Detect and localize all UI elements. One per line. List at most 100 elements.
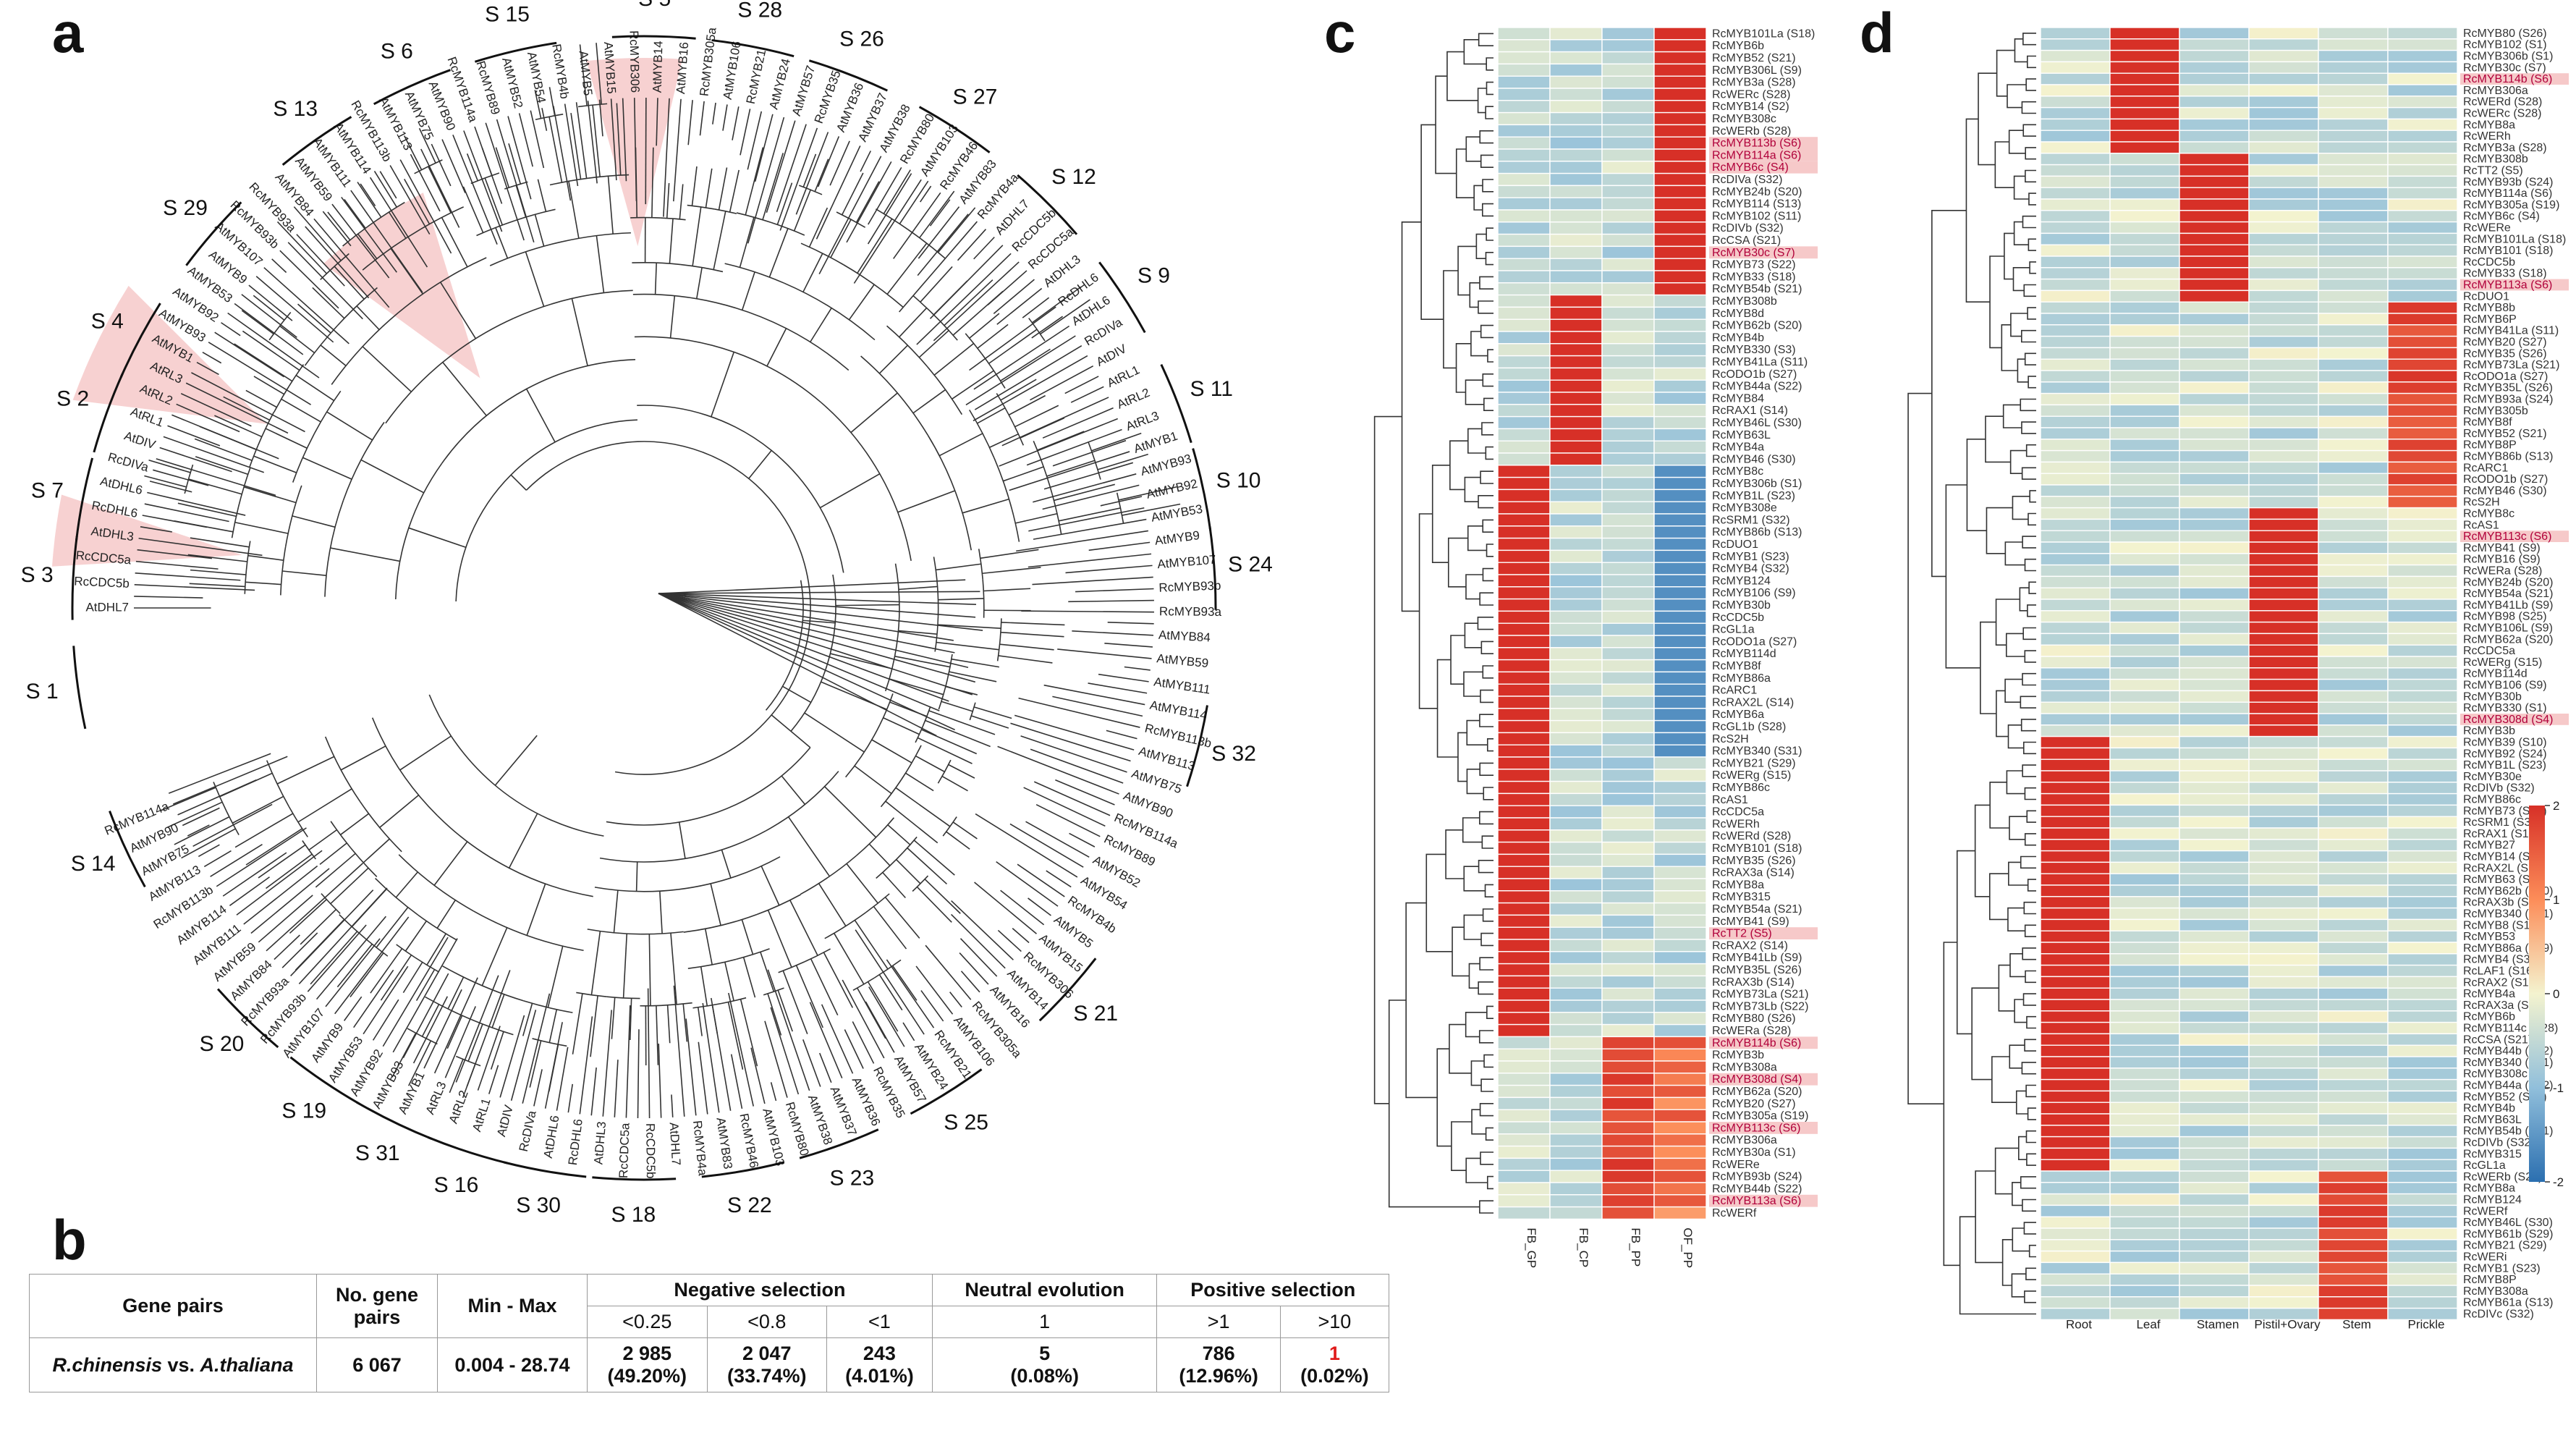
tree-branch — [850, 392, 898, 434]
heatmap-cell — [2387, 187, 2458, 200]
dendrogram-link — [1931, 210, 1967, 578]
heatmap-row-label: RcCDC5b — [1712, 612, 1764, 624]
heatmap-cell — [1497, 1145, 1551, 1159]
dendrogram-link — [1436, 659, 1458, 758]
heatmap-row-label: RcDIVb (S32) — [2463, 782, 2535, 795]
subfamily-arc — [355, 1101, 433, 1140]
heatmap-cell — [1549, 161, 1603, 174]
tree-branch — [973, 355, 1088, 422]
dendrogram-link — [1480, 324, 1494, 339]
tree-branch — [941, 701, 973, 712]
tree-branch — [896, 859, 921, 884]
tree-branch — [281, 932, 318, 968]
tree-clade-arc — [385, 318, 514, 424]
tree-clade-arc — [876, 208, 908, 230]
heatmap-row-label: RcWERa (S28) — [2463, 565, 2542, 578]
heatmap-row-label: RcMYB46L (S30) — [2463, 1217, 2553, 1229]
heatmap-cell — [2248, 942, 2319, 955]
tree-clade-arc — [912, 295, 941, 321]
heatmap-cell — [1549, 1157, 1603, 1171]
heatmap-cell — [1601, 999, 1655, 1013]
tree-branch — [871, 739, 912, 764]
heatmap-row-label: RcMYB308c — [1712, 113, 1776, 125]
heatmap-cell — [2387, 587, 2458, 600]
heatmap-cell — [1653, 355, 1707, 369]
tree-branch — [728, 992, 754, 1107]
heatmap-cell — [1601, 671, 1655, 685]
tree-branch — [1046, 870, 1072, 888]
tree-branch — [423, 989, 462, 1069]
tree-clade-arc — [504, 181, 528, 190]
heatmap-row-label: RcMYB93b (S24) — [2463, 176, 2554, 188]
heatmap-cell — [2318, 301, 2389, 314]
heatmap-row-label: RcMYB8P — [2463, 439, 2517, 452]
tree-branch — [596, 43, 602, 105]
heatmap-cell — [1653, 805, 1707, 819]
heatmap-row-label: RcDIVa (S32) — [1712, 174, 1783, 186]
heatmap-cell — [2040, 153, 2111, 166]
tree-branch — [989, 433, 1019, 448]
heatmap-cell — [2318, 976, 2389, 989]
heatmap-cell — [2318, 1102, 2389, 1115]
heatmap-cell — [2387, 747, 2458, 760]
tree-branch — [916, 253, 1012, 345]
heatmap-cell — [2179, 656, 2250, 669]
dendrogram-link — [2028, 512, 2036, 526]
heatmap-cell — [2109, 839, 2180, 852]
heatmap-cell — [1549, 1121, 1603, 1135]
heatmap-cell — [2179, 1056, 2250, 1069]
heatmap-cell — [1653, 549, 1707, 563]
heatmap-cell — [2318, 633, 2389, 646]
heatmap-cell — [1653, 647, 1707, 661]
heatmap-cell — [2387, 575, 2458, 588]
heatmap-row-label: RcMYB6b — [1712, 40, 1764, 52]
heatmap-cell — [2248, 198, 2319, 211]
tree-branch — [740, 999, 758, 1067]
tree-branch — [426, 933, 446, 965]
heatmap-cell — [1549, 1084, 1603, 1099]
tree-branch — [952, 290, 1004, 336]
dendrogram-link — [2024, 924, 2036, 937]
heatmap-cell — [2248, 1102, 2319, 1115]
heatmap-cell — [2040, 1261, 2111, 1275]
tree-branch — [241, 310, 274, 335]
tree-branch — [556, 1047, 569, 1111]
subfamily-arc — [289, 1056, 361, 1105]
tree-branch — [568, 181, 580, 239]
heatmap-cell — [1497, 501, 1551, 515]
tree-branch — [144, 475, 187, 488]
heatmap-cell — [2318, 792, 2389, 806]
tree-leaf-label: AtMYB93 — [1139, 452, 1192, 478]
heatmap-cell — [2179, 267, 2250, 280]
dendrogram-link — [1995, 599, 2020, 646]
heatmap-cell — [2387, 1078, 2458, 1092]
tree-branch — [1030, 748, 1124, 784]
heatmap-cell — [2318, 175, 2389, 188]
heatmap-cell — [1549, 817, 1603, 831]
heatmap-cell — [2318, 198, 2389, 211]
heatmap-cell — [2318, 964, 2389, 978]
dendrogram-link — [2028, 238, 2036, 251]
tree-branch — [214, 331, 284, 378]
heatmap-cell — [1601, 841, 1655, 855]
tree-branch — [704, 929, 713, 965]
heatmap-cell — [2040, 724, 2111, 737]
dendrogram-link — [1463, 39, 1487, 65]
heatmap-cell — [2387, 153, 2458, 166]
tree-branch — [697, 1007, 703, 1036]
tree-branch — [376, 907, 409, 948]
heatmap-cell — [2248, 656, 2319, 669]
heatmap-cell — [2318, 1010, 2389, 1023]
heatmap-cell — [2040, 61, 2111, 74]
heatmap-d-dendrogram — [1907, 33, 2036, 1315]
heatmap-row-label: RcMYB305a (S19) — [1712, 1110, 1808, 1123]
heatmap-cell — [1549, 999, 1603, 1013]
heatmap-cell — [2109, 96, 2180, 109]
heatmap-cell — [2387, 1136, 2458, 1149]
tree-clade-arc — [292, 433, 315, 483]
heatmap-cell — [2109, 1102, 2180, 1115]
tree-branch — [466, 153, 478, 182]
heatmap-cell — [2248, 701, 2319, 714]
heatmap-cell — [1549, 440, 1603, 454]
heatmap-cell — [1549, 209, 1603, 223]
